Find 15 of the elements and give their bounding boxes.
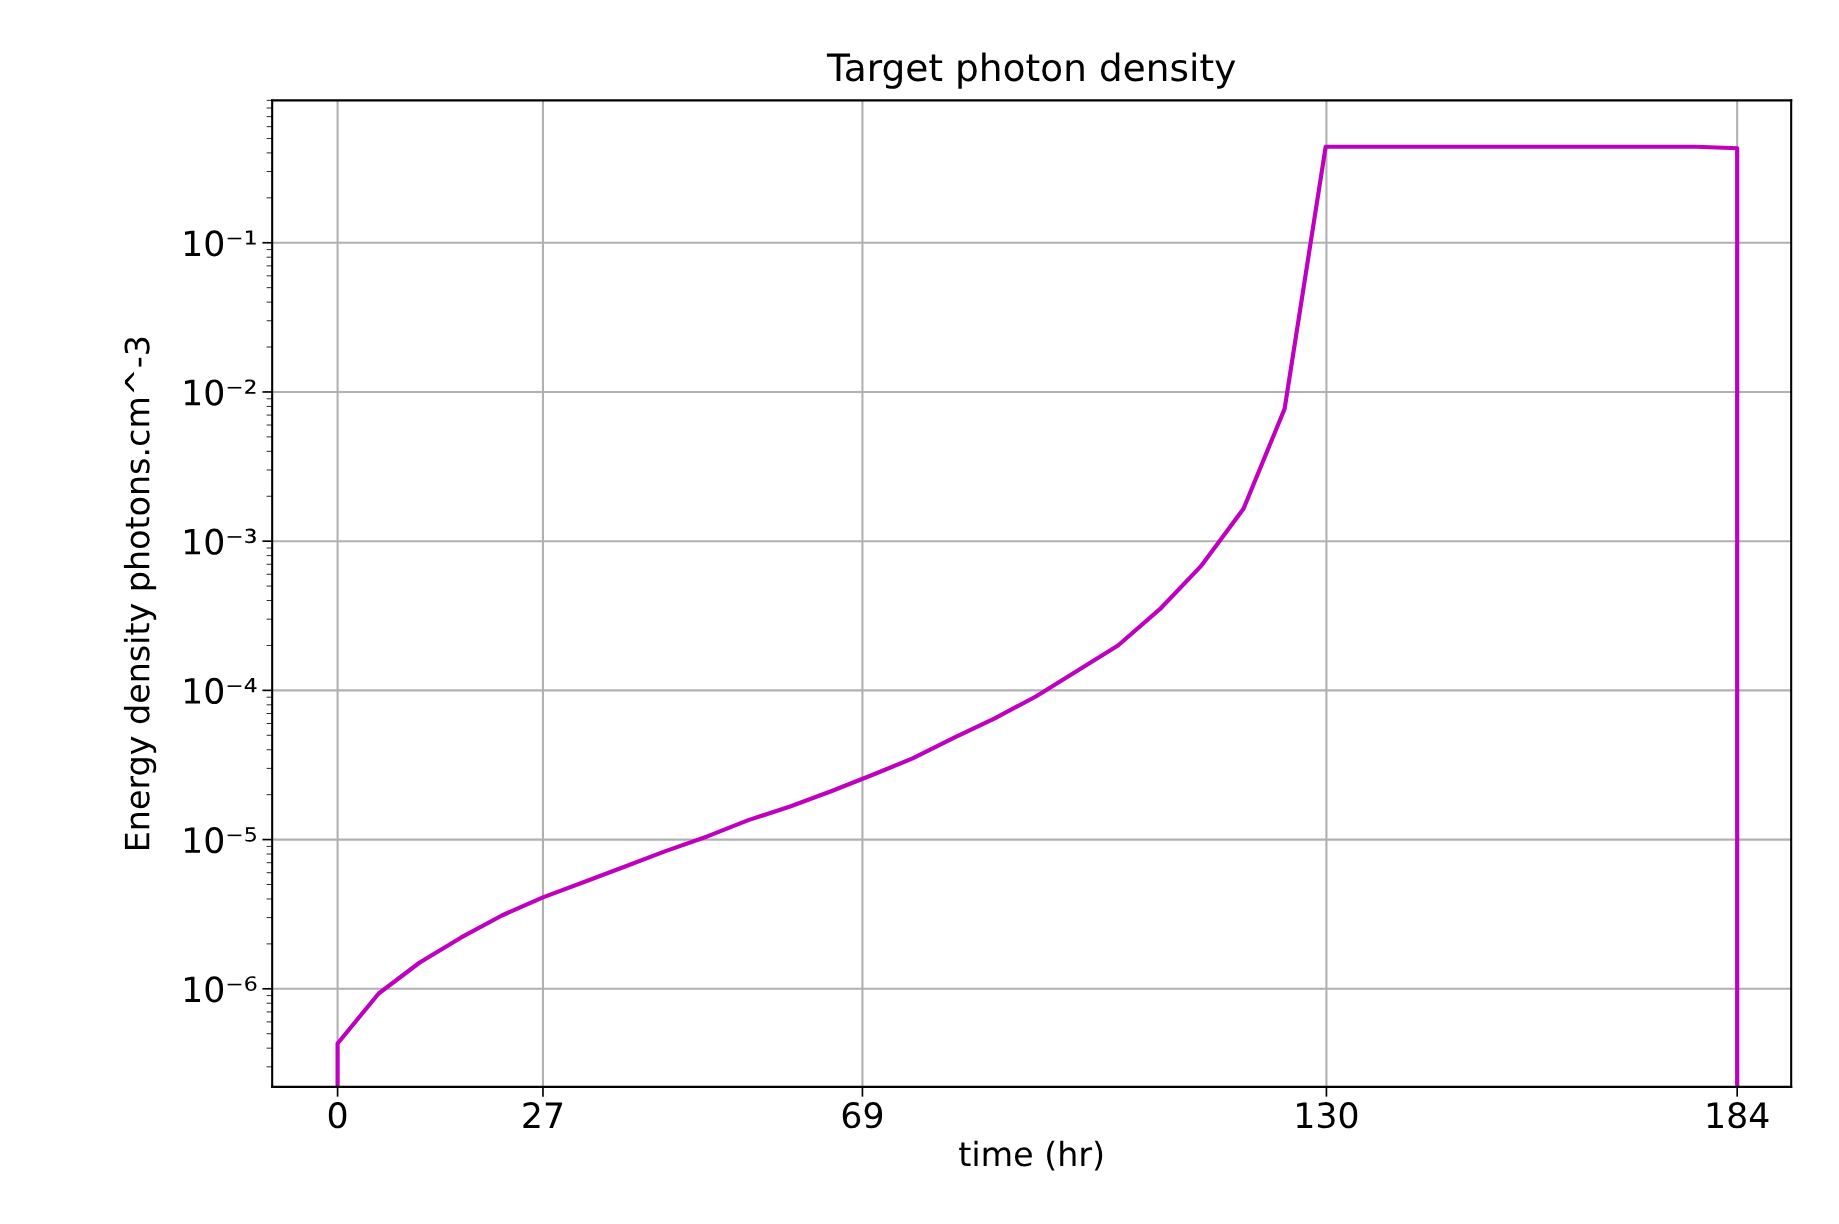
chart-title: Target photon density — [826, 52, 1236, 89]
x-tick-label: 69 — [842, 1102, 883, 1129]
x-tick-label: 130 — [1297, 1102, 1358, 1129]
y-axis-title: Energy density photons.cm^-3 — [123, 337, 157, 850]
y-tick-label: 10⁻⁴ — [184, 677, 257, 705]
y-tick-label: 10⁻⁵ — [184, 827, 256, 854]
x-tick-label: 27 — [523, 1102, 563, 1128]
y-tick-label: 10⁻⁶ — [184, 976, 257, 1003]
x-axis-title: time (hr) — [959, 1140, 1103, 1171]
y-tick-label: 10⁻¹ — [184, 230, 256, 257]
line-series — [335, 144, 1740, 1087]
x-tick-label: 0 — [328, 1102, 347, 1129]
x-tick-label: 184 — [1707, 1102, 1769, 1129]
y-tick-label: 10⁻² — [184, 379, 256, 406]
y-tick-label: 10⁻³ — [184, 528, 256, 555]
